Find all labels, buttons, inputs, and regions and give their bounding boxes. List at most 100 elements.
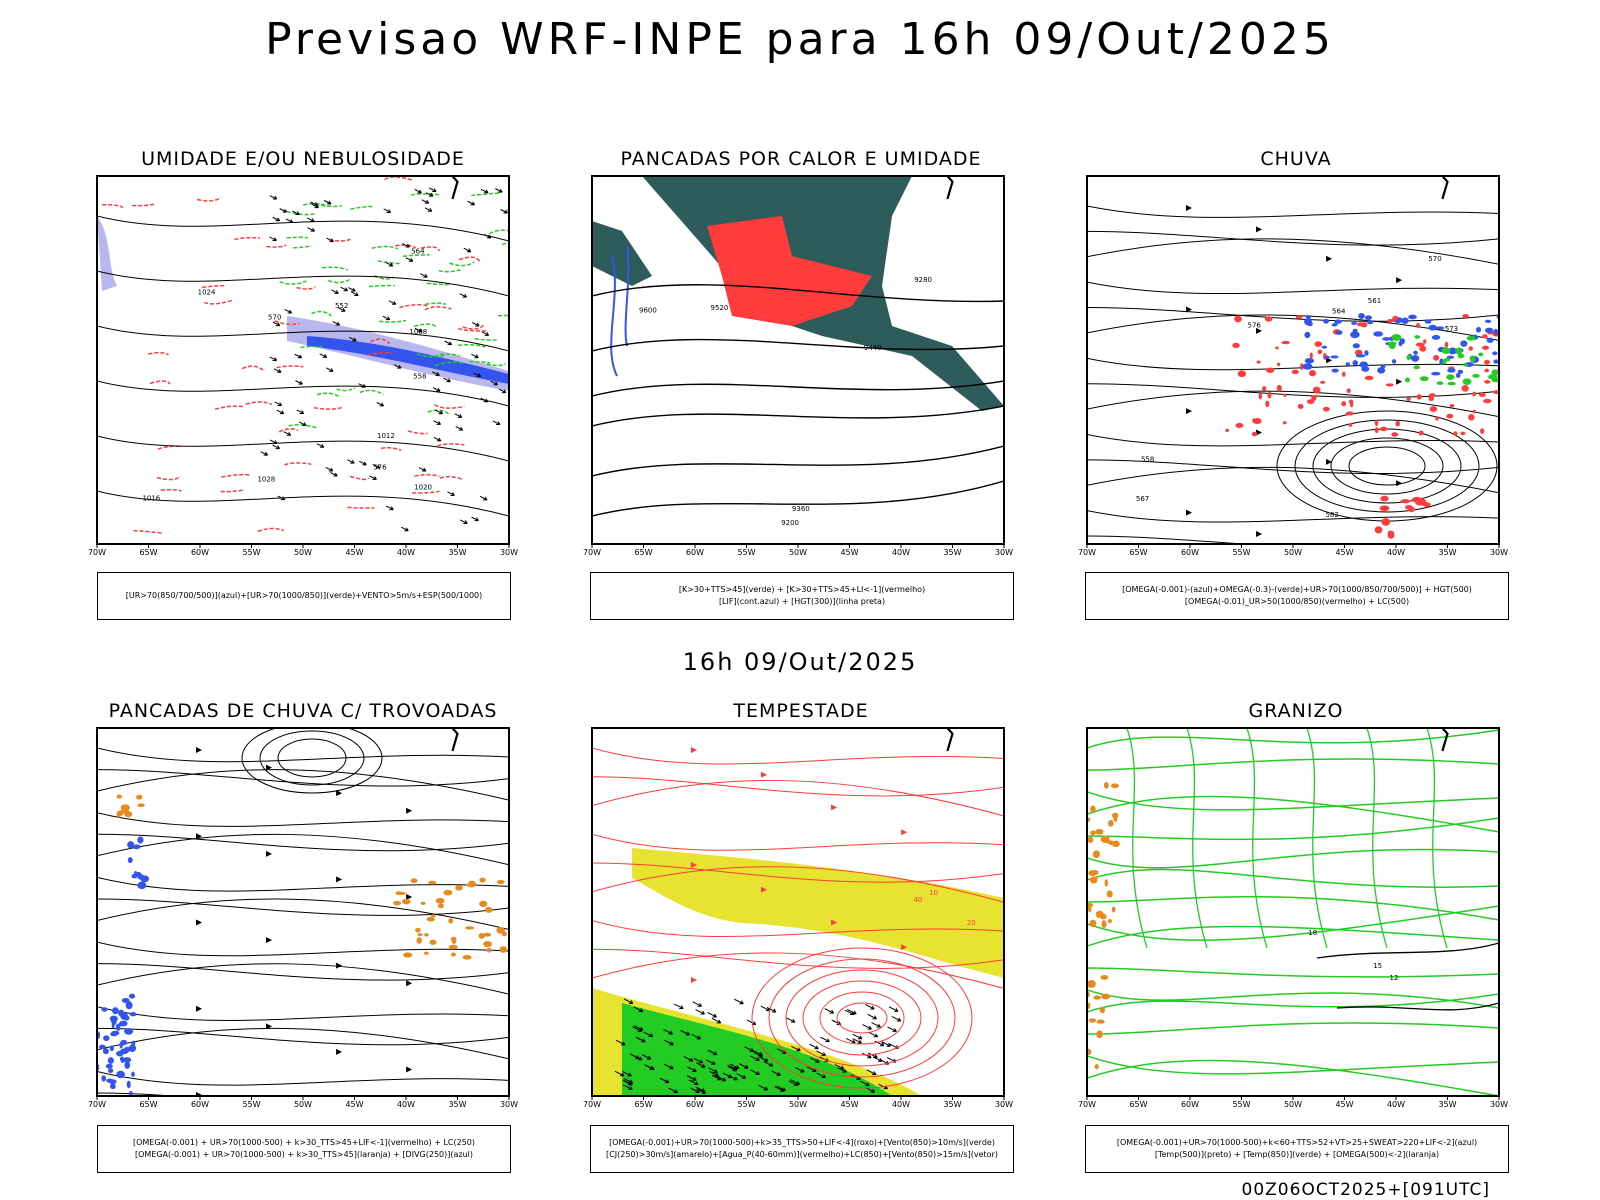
thunderstorm-area-orange: [496, 926, 505, 934]
wind-vector: [871, 1022, 881, 1028]
lon-tick-label: 65W: [139, 548, 157, 557]
thickness-contour: [347, 506, 375, 509]
wind-vector: [359, 460, 367, 466]
low-level-humidity-contour: [449, 261, 475, 267]
isobar: [97, 435, 509, 462]
wind-vector: [709, 1070, 719, 1077]
precip-area-red: [1381, 518, 1391, 526]
panel-1-legend: [UR>70(850/700/500)](azul)+[UR>70(1000/8…: [97, 572, 511, 620]
thunderstorm-area-orange: [137, 803, 145, 808]
low-level-humidity-contour: [286, 236, 308, 239]
precip-area-red: [1256, 360, 1261, 364]
wind-vector: [272, 321, 281, 327]
wind-vector: [307, 227, 315, 232]
thickness-contour: [412, 490, 440, 494]
thunderstorm-area-orange: [429, 939, 437, 945]
divergence-area: [116, 1070, 125, 1079]
wind-vector: [816, 1072, 826, 1079]
low-level-humidity-contour: [427, 409, 449, 415]
height-contour-label: 9440: [864, 344, 882, 352]
isobar-label: 570: [268, 314, 281, 322]
wind-vector: [316, 443, 325, 448]
wind-vector: [632, 1026, 643, 1032]
wind-vector: [473, 372, 482, 377]
thunderstorm-area-orange: [120, 804, 130, 812]
precip-area-red: [1374, 427, 1379, 434]
panel-3-map: 58257657357056756456155812S15S18S21S24S2…: [1078, 175, 1508, 557]
temp-850-contour: [1087, 1059, 1499, 1096]
divergence-area: [131, 874, 137, 879]
height-contour-label: 9280: [914, 276, 932, 284]
low-level-humidity-contour: [474, 337, 499, 341]
lon-tick-label: 60W: [1181, 1100, 1199, 1109]
panel-2-legend-line-1: [K>30+TTS>45](verde) + [K>30+TTS>45+LI<-…: [678, 585, 926, 594]
precip-area-red: [1468, 414, 1475, 421]
precip-area-blue: [1330, 355, 1339, 359]
precip-area-red: [1416, 394, 1422, 400]
precip-area-red: [1237, 370, 1247, 378]
wind-vector: [668, 1087, 679, 1094]
streamline: [97, 1070, 509, 1086]
low-level-humidity-contour: [438, 268, 463, 273]
streamline: [97, 876, 509, 892]
precip-area-red: [1429, 406, 1438, 413]
precip-area-green: [1472, 373, 1480, 378]
precip-area-red: [1322, 406, 1330, 412]
thunderstorm-area-orange: [392, 900, 402, 906]
thickness-contour: [414, 473, 440, 478]
wind-vector: [867, 1013, 877, 1020]
wind-vector: [862, 1024, 872, 1030]
lon-tick-label: 50W: [1284, 548, 1302, 557]
temp-850-contour: [1126, 728, 1148, 949]
streamline: [1087, 205, 1499, 218]
wind-vector: [693, 1057, 704, 1064]
thickness-contour: [366, 351, 393, 357]
wind-vector: [298, 421, 307, 426]
omega-area-orange: [1108, 840, 1114, 845]
precip-area-red: [1484, 368, 1489, 373]
thickness-contour: [234, 237, 261, 241]
wind-vector: [810, 1057, 820, 1063]
thickness-contour: [462, 323, 485, 330]
panel-2-title: PANCADAS POR CALOR E UMIDADE: [620, 148, 982, 170]
lon-tick-label: 70W: [1078, 1100, 1096, 1109]
lon-tick-label: 40W: [892, 548, 910, 557]
thickness-contour: [160, 488, 182, 492]
omega-area-orange: [1095, 910, 1104, 918]
divergence-area: [129, 1012, 137, 1017]
panel-3-title: CHUVA: [1260, 148, 1332, 170]
temp-850-contour: [1087, 817, 1499, 841]
precip-area-green: [1478, 352, 1484, 357]
map-layers: 9600 9520 9440 9360 9280 9200: [592, 176, 1004, 527]
thickness-contour: [156, 475, 181, 481]
streamline-arrow: [336, 790, 343, 797]
wind-vector: [420, 273, 428, 278]
omega-area-orange: [1088, 1018, 1097, 1023]
precip-area-red: [1379, 426, 1388, 432]
precip-area-blue: [1335, 330, 1343, 335]
panel-4-legend: [OMEGA(-0.001) + UR>70(1000-500) + k>30_…: [97, 1125, 511, 1173]
height-contour: [592, 405, 1004, 427]
thunderstorm-area-orange: [420, 901, 426, 905]
divergence-area: [132, 844, 141, 850]
precip-area-green: [1488, 374, 1498, 380]
wind-vector: [696, 1062, 706, 1068]
lon-tick-label: 30W: [500, 548, 518, 557]
low-level-humidity-contour: [316, 392, 341, 398]
divergence-area: [131, 1071, 135, 1077]
streamline-arrow: [1186, 205, 1192, 211]
thickness-contour: [204, 299, 234, 305]
precip-area-green: [1388, 342, 1396, 349]
precip-area-red: [1379, 505, 1390, 512]
streamline-red-arrow: [691, 977, 697, 983]
wind-vector: [294, 353, 303, 359]
precip-area-blue: [1439, 358, 1444, 366]
height-contour-label: 9200: [781, 519, 799, 527]
precip-area-blue: [1304, 331, 1311, 339]
streamline-arrow: [266, 850, 273, 857]
thickness-contour: [197, 197, 222, 202]
contour-label: 20: [967, 919, 976, 927]
streamline: [97, 747, 509, 763]
precip-area-red: [1482, 345, 1490, 350]
divergence-area: [98, 1044, 106, 1050]
